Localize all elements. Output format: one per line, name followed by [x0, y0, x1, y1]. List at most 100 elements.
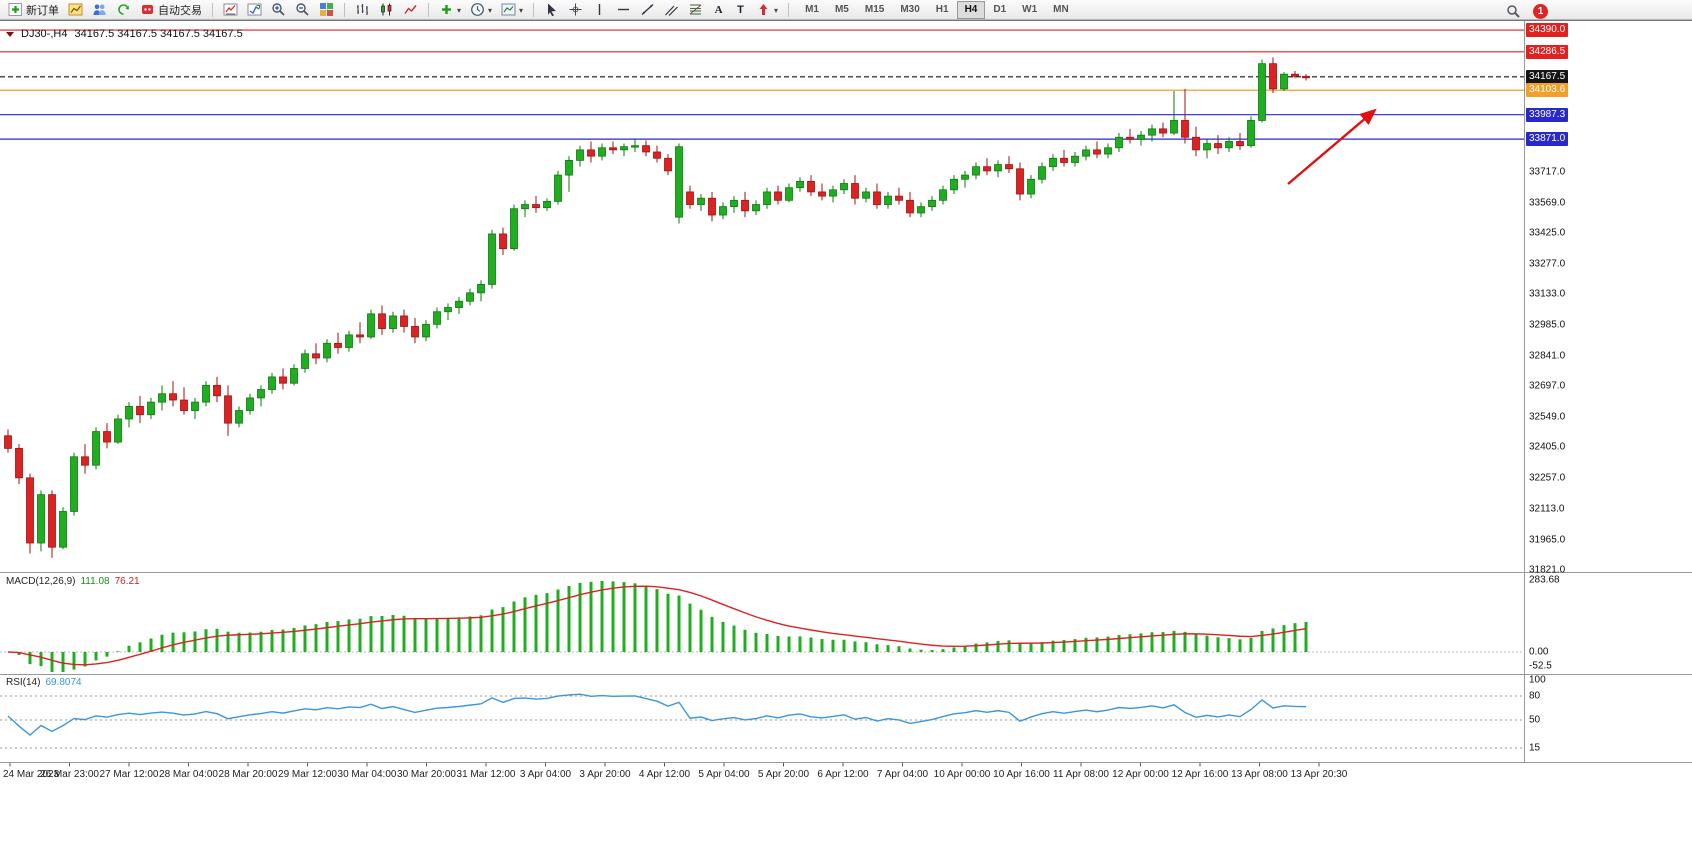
data-window-button[interactable] — [243, 1, 266, 19]
bullish-candle — [719, 206, 727, 216]
bullish-candle — [1038, 166, 1046, 180]
bearish-candle — [103, 431, 111, 443]
bearish-candle — [708, 197, 716, 216]
trendline-tool-button[interactable] — [636, 1, 659, 19]
text-tool-button[interactable]: A — [708, 1, 729, 19]
bearish-candle — [15, 447, 23, 479]
arrows-tool-button[interactable] — [752, 1, 782, 19]
timeframe-button-h4[interactable]: H4 — [956, 0, 986, 19]
bearish-candle — [48, 494, 56, 548]
new-chart-button[interactable] — [64, 1, 87, 19]
add-indicator-button[interactable] — [435, 1, 465, 19]
bullish-candle — [202, 384, 210, 403]
bullish-candle — [620, 146, 628, 151]
bullish-candle — [290, 368, 298, 384]
period-selector-button[interactable] — [466, 1, 496, 19]
chart-ohlc-values: 34167.5 34167.5 34167.5 34167.5 — [74, 28, 243, 40]
label-tool-icon: T — [737, 3, 744, 16]
timeframe-button-w1[interactable]: W1 — [1014, 1, 1045, 19]
timeframe-button-d1[interactable]: D1 — [985, 1, 1014, 19]
bearish-candle — [1126, 136, 1134, 140]
zoom-out-button[interactable] — [291, 1, 314, 19]
bearish-candle — [873, 191, 881, 205]
bullish-candle — [235, 410, 243, 424]
bullish-candle — [323, 342, 331, 359]
vertical-line-tool-button[interactable] — [588, 1, 611, 19]
timeframe-button-m15[interactable]: M15 — [857, 1, 892, 19]
add-indicator-icon — [442, 5, 451, 14]
bearish-candle — [774, 191, 782, 201]
timeframe-button-m30[interactable]: M30 — [892, 1, 927, 19]
bullish-candle — [444, 307, 452, 313]
bearish-candle — [279, 376, 287, 384]
zoom-out-icon — [296, 3, 309, 16]
toolbar-separator — [788, 2, 790, 17]
notification-badge[interactable]: 1 — [1533, 3, 1548, 19]
dropdown-caret-icon — [457, 4, 461, 16]
bullish-candle — [697, 197, 705, 205]
horizontal-line-tool-button[interactable] — [612, 1, 635, 19]
bullish-candle — [1203, 143, 1211, 151]
dropdown-caret-icon — [774, 4, 778, 16]
bearish-candle — [356, 334, 364, 338]
autotrading-button[interactable]: 自动交易 — [136, 1, 206, 19]
bullish-candle — [422, 323, 430, 338]
bullish-candle — [268, 376, 276, 390]
bearish-candle — [1181, 120, 1189, 138]
fibonacci-tool-button[interactable] — [684, 1, 707, 19]
bullish-candle — [191, 401, 199, 411]
timeframe-button-h1[interactable]: H1 — [928, 1, 957, 19]
bullish-candle — [598, 147, 606, 157]
candle-chart-mode-button[interactable] — [375, 1, 398, 19]
bullish-candle — [433, 311, 441, 325]
bullish-candle — [1049, 157, 1057, 168]
bearish-candle — [1302, 75, 1310, 79]
tile-windows-button[interactable] — [315, 1, 338, 19]
timeframe-button-m5[interactable]: M5 — [827, 1, 857, 19]
bullish-candle — [1258, 63, 1266, 121]
bearish-candle — [1291, 73, 1299, 77]
bullish-candle — [37, 494, 45, 544]
search-button[interactable] — [1502, 2, 1525, 20]
label-tool-button[interactable]: T — [730, 1, 751, 19]
timeframe-button-mn[interactable]: MN — [1045, 1, 1077, 19]
refresh-icon — [118, 4, 129, 15]
profiles-button[interactable] — [88, 1, 111, 19]
chart-dropdown-icon[interactable] — [6, 31, 14, 37]
chart-canvas[interactable] — [0, 21, 1692, 848]
bearish-candle — [741, 199, 749, 212]
bullish-candle — [521, 204, 529, 210]
bearish-candle — [642, 145, 650, 153]
tile-windows-icon — [320, 3, 333, 16]
bullish-candle — [301, 353, 309, 369]
arrow-tool-icon — [759, 4, 768, 15]
trend-arrow-annotation[interactable] — [1287, 108, 1377, 185]
refresh-button[interactable] — [112, 1, 135, 19]
bullish-candle — [796, 181, 804, 189]
bullish-candle — [917, 206, 925, 214]
bullish-candle — [1170, 120, 1178, 134]
bullish-candle — [367, 313, 375, 338]
bar-chart-mode-button[interactable] — [351, 1, 374, 19]
bullish-candle — [257, 389, 265, 399]
zoom-in-button[interactable] — [267, 1, 290, 19]
bearish-candle — [378, 313, 386, 329]
new-order-button[interactable]: 新订单 — [4, 1, 63, 19]
bullish-candle — [554, 174, 562, 202]
zoom-in-icon — [272, 3, 285, 16]
bearish-candle — [983, 166, 991, 172]
template-button[interactable] — [497, 1, 527, 19]
line-chart-mode-button[interactable] — [399, 1, 422, 19]
autotrading-label: 自动交易 — [158, 4, 202, 17]
macd-name: MACD(12,26,9) — [6, 576, 76, 587]
bullish-candle — [576, 149, 584, 161]
bullish-candle — [125, 405, 133, 420]
indicators-window-button[interactable] — [219, 1, 242, 19]
timeframe-button-m1[interactable]: M1 — [797, 1, 827, 19]
bullish-candle — [1225, 141, 1233, 149]
channel-tool-button[interactable] — [660, 1, 683, 19]
bullish-candle — [730, 199, 738, 208]
crosshair-tool-button[interactable] — [564, 1, 587, 19]
cursor-tool-button[interactable] — [540, 1, 563, 19]
trendline-icon — [641, 3, 654, 16]
